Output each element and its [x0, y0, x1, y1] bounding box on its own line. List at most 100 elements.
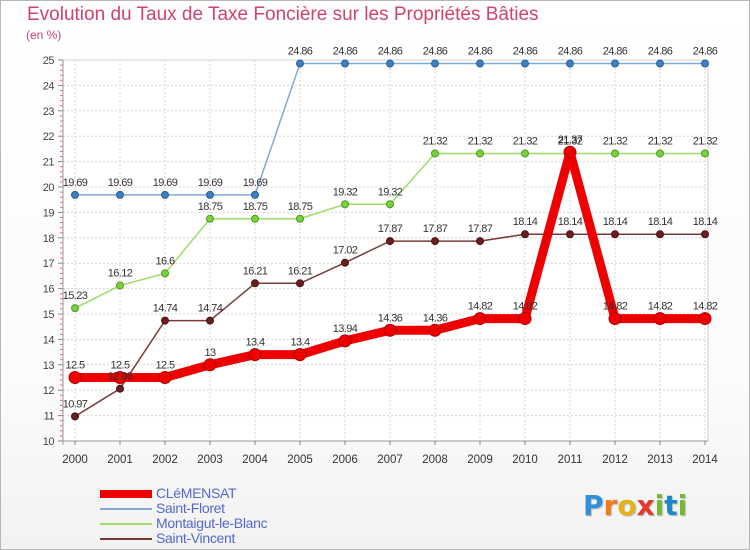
x-tick-label: 2013	[647, 454, 673, 466]
data-point	[698, 312, 712, 326]
data-point	[251, 190, 259, 199]
legend-label-saint-vincent: Saint-Vincent	[156, 530, 236, 546]
series-montaigut-le-blanc	[71, 149, 709, 313]
data-point	[296, 59, 304, 68]
data-point	[431, 59, 439, 68]
logo-letter: i	[654, 489, 665, 522]
data-label: 19.32	[333, 186, 358, 198]
x-tick-label: 2010	[512, 454, 538, 466]
data-point	[113, 371, 127, 384]
data-point	[656, 149, 664, 158]
x-tick-label: 2009	[467, 454, 493, 466]
series-cl-mensat	[68, 145, 712, 384]
plot-area	[62, 59, 709, 442]
data-point	[341, 258, 349, 267]
legend-item-saint-floret: Saint-Floret	[100, 501, 267, 516]
data-label: 24.86	[378, 46, 403, 58]
data-point	[296, 214, 304, 223]
data-label: 16.21	[243, 265, 268, 277]
series-saint-floret	[71, 59, 709, 199]
data-label: 24.86	[333, 46, 358, 58]
data-point	[701, 59, 709, 68]
data-label: 19.69	[63, 177, 88, 189]
data-label: 21.32	[558, 135, 583, 147]
data-label: 18.14	[648, 216, 673, 228]
y-tick-label: 15	[43, 309, 55, 321]
data-point	[476, 149, 484, 158]
y-tick-label: 16	[43, 284, 55, 296]
data-point	[656, 230, 664, 239]
legend-item-saint-vincent: Saint-Vincent	[100, 531, 267, 546]
data-point	[341, 200, 349, 209]
data-label: 16.12	[108, 268, 133, 280]
logo-letter: P	[583, 489, 604, 522]
data-label: 24.86	[558, 46, 583, 58]
data-label: 12.5	[155, 360, 174, 372]
data-point	[563, 145, 577, 159]
data-point	[161, 316, 169, 325]
y-tick-label: 25	[43, 55, 55, 67]
data-point	[611, 149, 619, 158]
y-tick-label: 11	[44, 411, 55, 423]
data-label: 18.14	[693, 216, 718, 228]
data-point	[383, 323, 397, 337]
data-label: 14.82	[693, 301, 718, 313]
x-tick-label: 2004	[242, 454, 268, 466]
data-point	[521, 149, 529, 158]
data-label: 24.86	[288, 46, 313, 58]
y-tick-label: 12	[43, 385, 55, 397]
x-tick-label: 2001	[107, 454, 133, 466]
series-saint-vincent	[71, 230, 709, 421]
data-point	[431, 149, 439, 158]
data-point	[116, 281, 124, 290]
data-point	[341, 59, 349, 68]
data-point	[116, 384, 124, 393]
y-tick-label: 17	[43, 258, 55, 270]
data-label: 19.69	[108, 177, 133, 189]
data-point	[68, 371, 82, 384]
data-label: 13.94	[333, 323, 358, 335]
x-tick-label: 2012	[602, 454, 628, 466]
x-tick-label: 2014	[692, 454, 718, 466]
data-labels: 12.5 12.5 12.5 13 13.4 13.4 13.94 14.36 14.36 14.…	[63, 46, 719, 411]
data-point	[251, 214, 259, 223]
data-label: 21.32	[513, 135, 538, 147]
logo-letter: t	[664, 489, 678, 522]
legend-item-clemensat: CLéMENSAT	[100, 486, 267, 501]
data-point	[158, 371, 172, 384]
legend-swatch-montaigut-le-blanc	[100, 522, 152, 525]
data-label: 17.87	[468, 223, 493, 235]
data-label: 21.32	[603, 135, 628, 147]
data-point	[566, 230, 574, 239]
data-label: 18.14	[603, 216, 628, 228]
x-tick-label: 2000	[62, 454, 88, 466]
x-tick-label: 2002	[152, 454, 178, 466]
data-label: 24.86	[468, 46, 493, 58]
data-point	[386, 200, 394, 209]
data-label: 14.36	[423, 312, 448, 324]
data-point	[701, 230, 709, 239]
data-point	[656, 59, 664, 68]
data-label: 19.69	[198, 177, 223, 189]
data-label: 14.74	[153, 303, 178, 315]
data-point	[566, 59, 574, 68]
data-point	[386, 59, 394, 68]
data-label: 17.87	[423, 223, 448, 235]
chart-title: Evolution du Taux de Taxe Foncière sur l…	[27, 4, 539, 25]
data-point	[611, 59, 619, 68]
y-tick-label: 23	[43, 106, 55, 118]
data-label: 17.87	[378, 223, 403, 235]
data-label: 16.6	[155, 255, 174, 267]
y-tick-label: 19	[43, 207, 55, 219]
data-label: 24.86	[603, 46, 628, 58]
data-point	[701, 149, 709, 158]
data-label: 13	[204, 347, 216, 359]
data-label: 14.82	[513, 301, 538, 313]
y-tick-label: 10	[43, 436, 55, 448]
data-point	[521, 230, 529, 239]
data-label: 17.02	[333, 245, 358, 257]
data-label: 13.4	[245, 337, 264, 349]
data-label: 13.4	[290, 337, 309, 349]
data-label: 15.23	[63, 290, 88, 302]
